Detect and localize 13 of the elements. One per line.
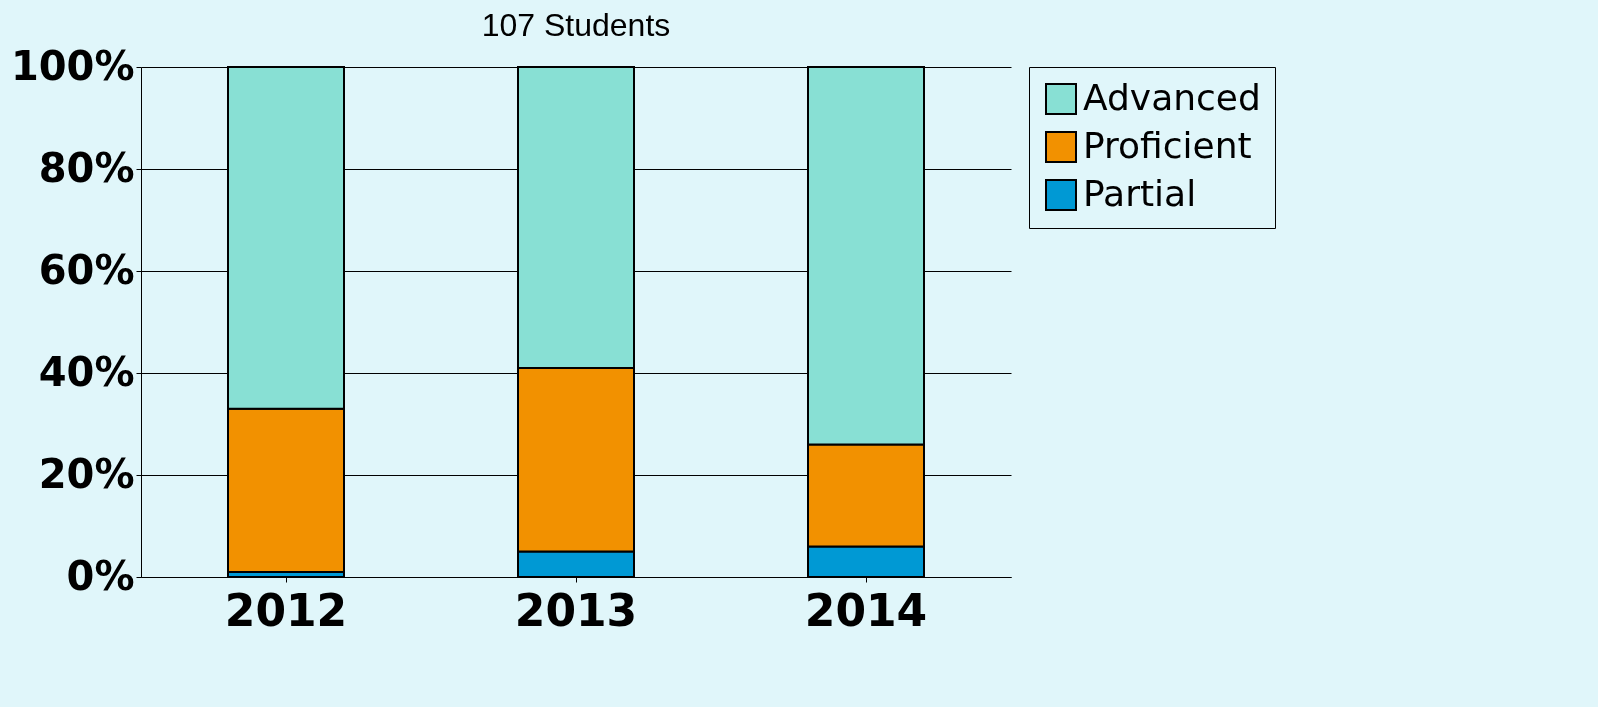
y-tick-label: 100% [10, 42, 135, 89]
chart-title: 107 Students [481, 7, 671, 43]
y-tick-label: 20% [38, 450, 135, 497]
x-tick-label: 2013 [514, 584, 638, 636]
y-tick-label: 0% [66, 552, 135, 599]
x-tick-label: 2014 [804, 584, 928, 636]
y-tick-label: 80% [38, 144, 135, 191]
y-tick-label: 60% [38, 246, 135, 293]
legend-label: Partial [1083, 173, 1197, 214]
x-tick-label: 2012 [224, 584, 348, 636]
legend-label: Advanced [1083, 77, 1261, 118]
legend-label: Proficient [1083, 125, 1252, 166]
y-tick-label: 40% [38, 348, 135, 395]
